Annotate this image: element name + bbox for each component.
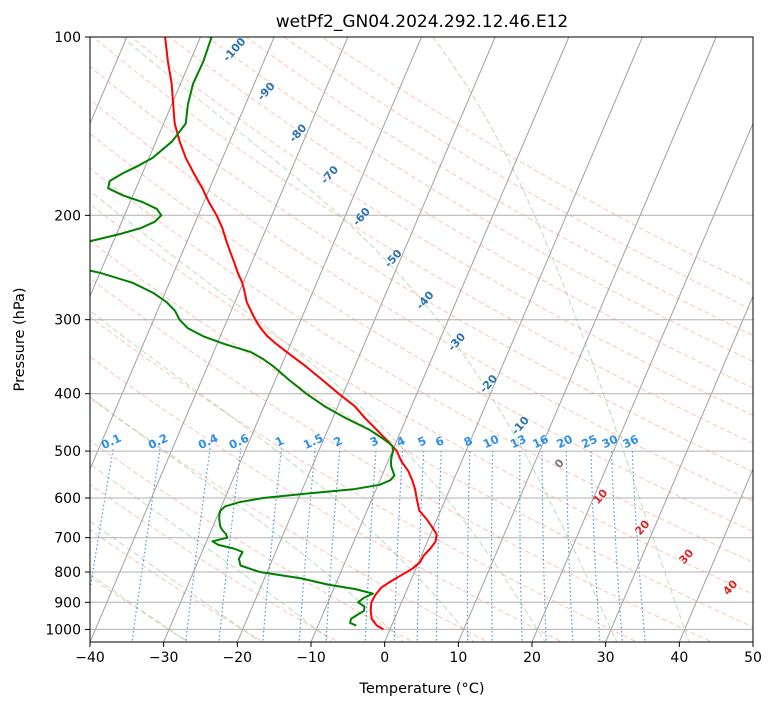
y-tick-label: 800	[54, 565, 81, 581]
dry-adiabat	[90, 239, 753, 628]
dry-adiabat	[92, 37, 753, 444]
isotherm	[90, 37, 349, 642]
isotherm	[531, 122, 753, 642]
mixing-ratio-label: 16	[530, 432, 550, 451]
x-tick-label: −10	[296, 650, 326, 666]
y-tick-label: 100	[54, 30, 81, 46]
isotherm	[605, 294, 753, 642]
mixing-ratio-label: 13	[508, 432, 528, 451]
dry-adiabat	[90, 203, 753, 595]
x-tick-label: −40	[75, 650, 105, 666]
isotherm	[457, 37, 717, 642]
mixing-ratio-label: 30	[600, 432, 620, 451]
x-axis-title: Temperature (°C)	[358, 681, 484, 697]
mixing-ratio-line	[262, 448, 282, 642]
mixing-ratio-label: 10	[481, 432, 501, 451]
x-tick-label: 0	[380, 650, 389, 666]
x-tick-label: 50	[744, 650, 762, 666]
mixing-ratio-line	[218, 448, 242, 642]
dry-adiabat	[90, 99, 753, 502]
isotherm	[310, 37, 570, 642]
x-tick-label: 20	[523, 650, 541, 666]
mixing-ratio-label: 20	[554, 432, 574, 451]
y-axis: 100 200 300 400 500 600 700 800 900 1000	[45, 30, 90, 638]
plot-frame	[89, 36, 754, 643]
plot-area: -100-90-80-70-60-50-40-30-20-100.1 0.2 0.4…	[90, 37, 753, 642]
y-tick-label: 1000	[45, 622, 81, 638]
y-tick-label: 500	[54, 444, 81, 460]
y-tick-label: 900	[54, 595, 81, 611]
dewpoint-line	[90, 37, 396, 627]
isotherm	[678, 467, 753, 642]
x-tick-label: 40	[670, 650, 688, 666]
x-axis: −40 −30 −20 −10 0 10 20 30 40 50	[75, 642, 762, 666]
dry-adiabat	[90, 132, 753, 532]
dry-adiabat	[90, 65, 753, 473]
mixing-ratio-label: 36	[620, 432, 640, 451]
mixing-ratio-line	[185, 448, 211, 642]
x-tick-label: 30	[597, 650, 615, 666]
dry-adiabat	[283, 37, 753, 311]
mixing-ratio-label: 25	[579, 432, 599, 451]
temperature-line	[164, 37, 438, 631]
x-tick-label: 10	[449, 650, 467, 666]
y-tick-label: 300	[54, 313, 81, 329]
isotherm	[163, 37, 423, 642]
y-tick-label: 400	[54, 387, 81, 403]
dry-adiabat	[130, 37, 753, 416]
mixing-ratio-line	[90, 448, 114, 594]
x-tick-label: −20	[223, 650, 253, 666]
dry-adiabat	[321, 37, 753, 286]
y-tick-label: 200	[54, 208, 81, 224]
isotherm	[90, 37, 275, 471]
y-axis-title: Pressure (hPa)	[12, 287, 28, 391]
y-tick-label: 700	[54, 531, 81, 547]
isotherm	[90, 37, 202, 298]
isotherm	[384, 37, 644, 642]
isotherm	[236, 37, 496, 642]
moist-adiabat	[90, 396, 404, 642]
chart-title: wetPf2_GN04.2024.292.12.46.E12	[276, 12, 568, 32]
y-tick-label: 600	[54, 491, 81, 507]
x-tick-label: −30	[149, 650, 179, 666]
moist-adiabat	[432, 37, 690, 642]
